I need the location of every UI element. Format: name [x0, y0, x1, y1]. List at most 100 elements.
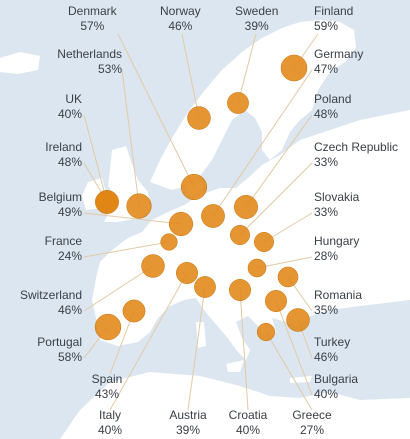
- bubble-hungary[interactable]: [247, 258, 267, 278]
- country-name: France: [44, 234, 82, 248]
- label-poland: Poland 48%: [314, 92, 351, 122]
- leader-line-germany: [212, 69, 313, 217]
- sicily-land: [226, 360, 244, 372]
- leader-line-bulgaria: [275, 300, 313, 396]
- label-spain: Spain 43%: [84, 372, 130, 402]
- north-africa-land: [60, 372, 410, 439]
- bubble-switzerland[interactable]: [141, 254, 165, 278]
- label-turkey: Turkey 46%: [314, 335, 350, 365]
- country-name: Croatia: [228, 408, 268, 422]
- bubble-slovakia[interactable]: [254, 232, 274, 252]
- country-name: Ireland: [45, 140, 82, 154]
- sardinia-land: [196, 322, 206, 348]
- label-bulgaria: Bulgaria 40%: [314, 372, 358, 402]
- bubble-romania[interactable]: [277, 266, 299, 288]
- country-value: 35%: [314, 303, 339, 317]
- label-hungary: Hungary 28%: [314, 234, 359, 264]
- leader-line-croatia: [239, 289, 249, 411]
- bubble-finland[interactable]: [280, 54, 308, 82]
- bubble-austria[interactable]: [194, 276, 216, 298]
- bubble-ireland[interactable]: [95, 190, 119, 214]
- leader-line-denmark: [117, 33, 195, 188]
- country-value: 27%: [299, 423, 325, 437]
- label-belgium: Belgium 49%: [20, 190, 82, 220]
- bubble-croatia[interactable]: [229, 279, 251, 301]
- label-czech-republic: Czech Republic 33%: [314, 140, 398, 170]
- label-italy: Italy 40%: [90, 408, 130, 438]
- bubble-germany[interactable]: [201, 204, 225, 228]
- label-slovakia: Slovakia 33%: [314, 190, 359, 220]
- bubble-netherlands[interactable]: [126, 193, 152, 219]
- country-name: Portugal: [37, 335, 82, 349]
- country-value: 39%: [244, 19, 269, 33]
- bubble-bulgaria[interactable]: [265, 290, 287, 312]
- country-value: 33%: [314, 205, 339, 219]
- country-name: Greece: [292, 408, 332, 422]
- bubble-poland[interactable]: [234, 195, 258, 219]
- country-name: Denmark: [68, 4, 117, 18]
- label-norway: Norway 46%: [160, 4, 201, 34]
- country-value: 46%: [57, 303, 82, 317]
- country-name: UK: [65, 92, 82, 106]
- bubble-czech[interactable]: [230, 225, 250, 245]
- leader-line-poland: [245, 114, 313, 208]
- country-value: 48%: [314, 107, 339, 121]
- country-value: 47%: [314, 62, 339, 76]
- country-name: Belgium: [38, 190, 82, 204]
- bubbles: [94, 54, 310, 342]
- country-value: 43%: [94, 387, 120, 401]
- leader-line-hungary: [256, 256, 313, 269]
- country-value: 49%: [57, 205, 82, 219]
- continental-europe-land: [92, 110, 410, 360]
- bubble-portugal[interactable]: [94, 313, 122, 341]
- label-denmark: Denmark 57%: [68, 4, 117, 34]
- leader-line-netherlands: [121, 69, 140, 207]
- country-name: Netherlands: [57, 47, 122, 61]
- country-value: 48%: [57, 155, 82, 169]
- bubble-sweden[interactable]: [227, 92, 249, 114]
- country-name: Austria: [169, 408, 207, 422]
- country-name: Finland: [314, 4, 354, 18]
- country-name: Slovakia: [314, 190, 360, 204]
- country-name: Czech Republic: [314, 140, 399, 154]
- country-name: Poland: [314, 92, 352, 106]
- label-croatia: Croatia 40%: [224, 408, 272, 438]
- label-austria: Austria 39%: [160, 408, 216, 438]
- label-switzerland: Switzerland 46%: [2, 288, 82, 318]
- country-name: Hungary: [314, 234, 360, 248]
- leader-line-czech: [239, 162, 313, 236]
- bubble-france[interactable]: [160, 233, 178, 251]
- bubble-spain[interactable]: [122, 299, 146, 323]
- label-greece: Greece 27%: [288, 408, 336, 438]
- bubble-turkey[interactable]: [286, 308, 310, 332]
- bubble-belgium[interactable]: [168, 211, 194, 237]
- country-name: Bulgaria: [314, 372, 359, 386]
- label-romania: Romania 35%: [314, 288, 362, 318]
- country-name: Switzerland: [19, 288, 82, 302]
- bubble-norway[interactable]: [187, 106, 211, 130]
- country-name: Germany: [314, 47, 364, 61]
- country-value: 39%: [175, 423, 201, 437]
- country-value: 57%: [80, 19, 105, 33]
- label-uk: UK 40%: [32, 92, 82, 122]
- leader-line-belgium: [83, 212, 182, 225]
- country-value: 40%: [235, 423, 261, 437]
- bubble-italy[interactable]: [176, 262, 198, 284]
- country-value: 40%: [57, 107, 82, 121]
- label-ireland: Ireland 48%: [20, 140, 82, 170]
- label-france: France 24%: [20, 234, 82, 264]
- country-name: Romania: [314, 288, 363, 302]
- bubble-denmark[interactable]: [180, 173, 208, 201]
- label-netherlands: Netherlands 53%: [46, 47, 122, 77]
- country-name: Norway: [160, 4, 201, 18]
- bubble-greece[interactable]: [256, 322, 276, 342]
- country-value: 28%: [314, 249, 339, 263]
- leader-line-france: [83, 241, 170, 258]
- iceland-land: [0, 52, 40, 74]
- leader-line-sweden: [237, 33, 257, 104]
- leader-lines: [83, 33, 319, 411]
- label-portugal: Portugal 58%: [14, 335, 82, 365]
- leader-line-greece: [265, 331, 313, 411]
